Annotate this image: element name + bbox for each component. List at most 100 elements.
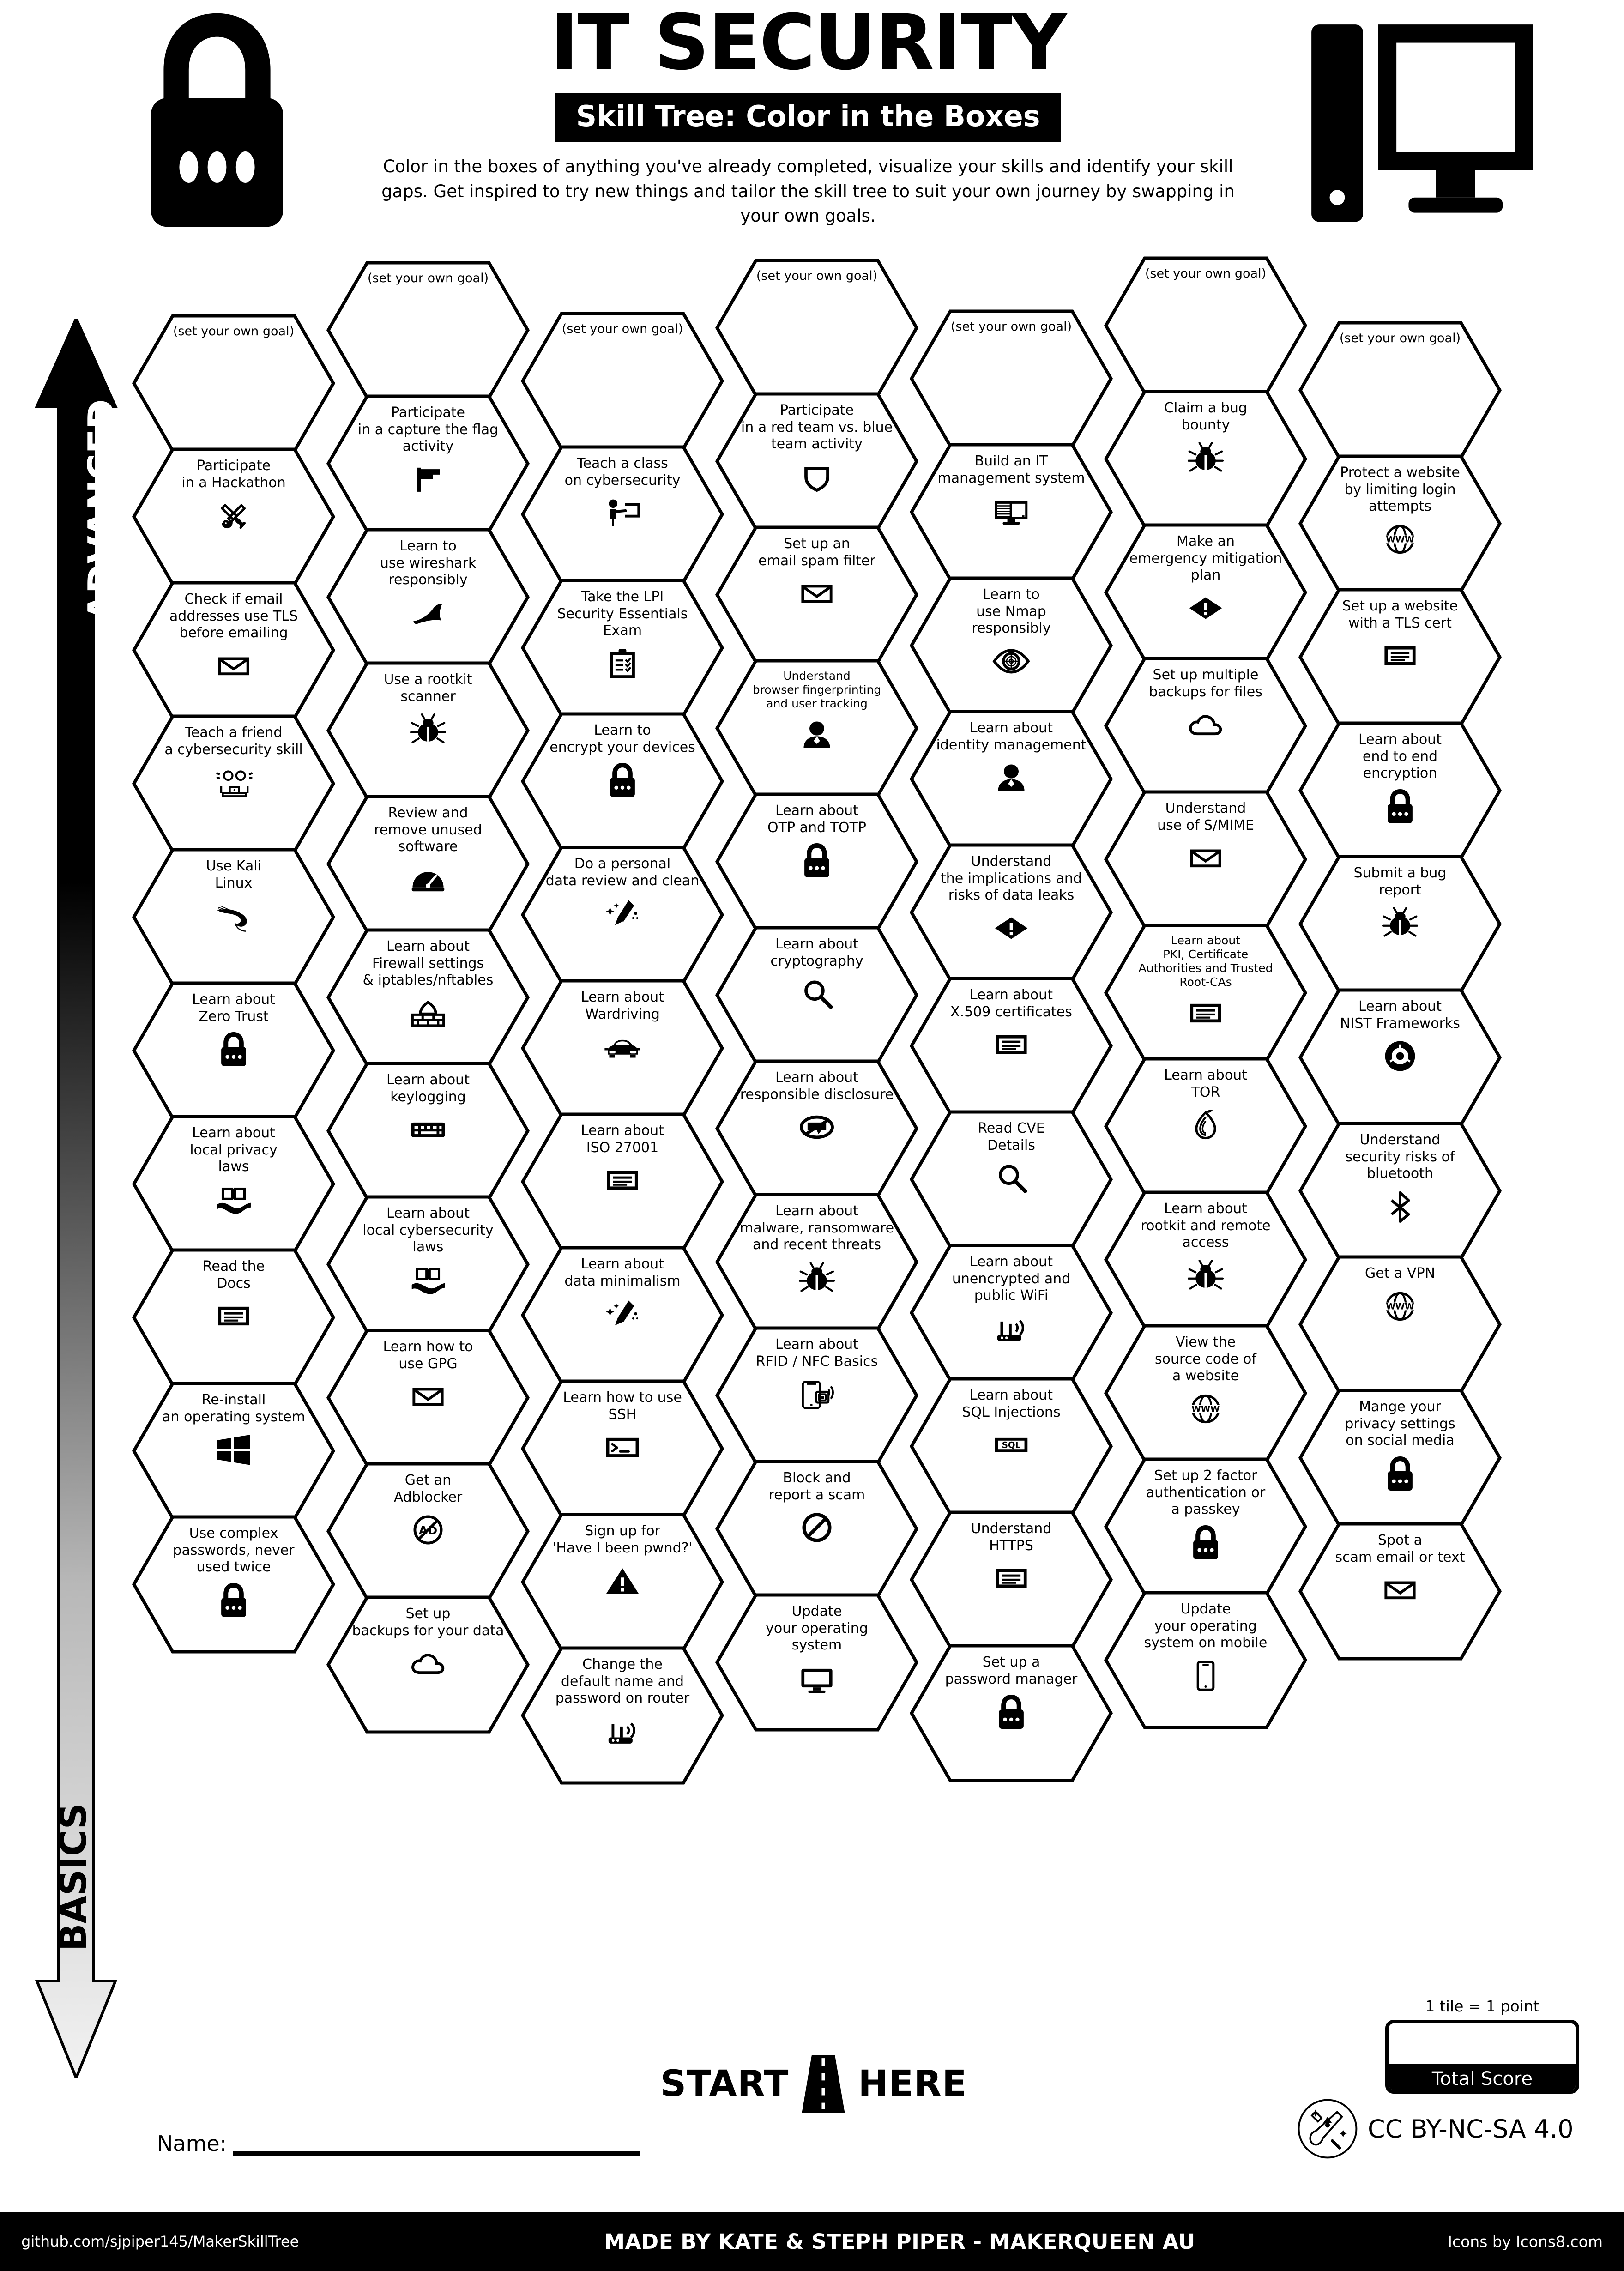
start-here-marker: START HERE xyxy=(660,2055,967,2113)
skill-hex-c6-r0[interactable]: (set your own goal) xyxy=(1298,321,1502,459)
skill-hex-c2-r7[interactable]: Learn about data minimalism xyxy=(521,1246,724,1384)
skill-hex-c6-r3[interactable]: Learn about end to end encryption xyxy=(1298,721,1502,860)
skill-hex-content: Participate in a capture the flag activi… xyxy=(326,394,530,533)
skill-hex-c2-r10[interactable]: Change the default name and password on … xyxy=(521,1646,724,1785)
envelope-icon xyxy=(797,574,836,613)
skill-hex-c3-r10[interactable]: Update your operating system xyxy=(715,1593,918,1732)
skill-hex-c1-r5[interactable]: Learn about Firewall settings & iptables… xyxy=(326,928,530,1067)
skill-hex-c1-r2[interactable]: Learn to use wireshark responsibly xyxy=(326,528,530,666)
skill-hex-c3-r5[interactable]: Learn about cryptography xyxy=(715,926,918,1064)
skill-hex-c2-r4[interactable]: Do a personal data review and clean xyxy=(521,846,724,984)
skill-hex-c4-r5[interactable]: Learn about X.509 certificates xyxy=(910,977,1113,1115)
skill-hex-c3-r8[interactable]: Learn about RFID / NFC Basics xyxy=(715,1326,918,1465)
skill-hex-c1-r8[interactable]: Learn how to use GPG xyxy=(326,1329,530,1467)
skill-hex-c4-r2[interactable]: Learn to use Nmap responsibly xyxy=(910,576,1113,715)
skill-hex-content: (set your own goal) xyxy=(521,312,724,450)
skill-hex-c2-r5[interactable]: Learn about Wardriving xyxy=(521,979,724,1117)
skill-hex-c0-r3[interactable]: Teach a friend a cybersecurity skill xyxy=(132,714,335,853)
skill-hex-label: Learn about cryptography xyxy=(770,936,863,969)
skill-hex-content: Set up backups for your data xyxy=(326,1595,530,1734)
skill-hex-c6-r8[interactable]: Mange your privacy settings on social me… xyxy=(1298,1389,1502,1527)
skill-hex-c0-r1[interactable]: Participate in a Hackathon xyxy=(132,447,335,586)
skill-hex-content: Sign up for 'Have I been pwnd?' xyxy=(521,1513,724,1651)
skill-hex-c1-r6[interactable]: Learn about keylogging xyxy=(326,1062,530,1200)
skill-hex-c0-r6[interactable]: Learn about local privacy laws xyxy=(132,1115,335,1253)
skill-hex-c0-r5[interactable]: Learn about Zero Trust xyxy=(132,981,335,1120)
skill-hex-label: Review and remove unused software xyxy=(374,805,482,855)
skill-hex-c1-r3[interactable]: Use a rootkit scanner xyxy=(326,661,530,800)
gauge-icon xyxy=(409,860,447,899)
name-input[interactable] xyxy=(233,2151,640,2156)
skill-hex-c2-r2[interactable]: Take the LPI Security Essentials Exam xyxy=(521,579,724,717)
skill-hex-c3-r0[interactable]: (set your own goal) xyxy=(715,259,918,397)
skill-hex-c5-r6[interactable]: Learn about TOR xyxy=(1104,1057,1307,1196)
footer-repo-link[interactable]: github.com/sjpiper145/MakerSkillTree xyxy=(21,2233,299,2250)
skill-hex-c5-r2[interactable]: Make an emergency mitigation plan xyxy=(1104,523,1307,662)
skill-hex-c6-r2[interactable]: Set up a website with a TLS cert xyxy=(1298,588,1502,726)
skill-hex-label: Protect a website by limiting login atte… xyxy=(1340,465,1460,515)
footer-icons-credit[interactable]: Icons by Icons8.com xyxy=(1448,2232,1603,2251)
skill-hex-c0-r0[interactable]: (set your own goal) xyxy=(132,314,335,453)
skill-hex-c6-r5[interactable]: Learn about NIST Frameworks xyxy=(1298,988,1502,1127)
skill-hex-c0-r8[interactable]: Re-install an operating system xyxy=(132,1382,335,1520)
skill-hex-c5-r4[interactable]: Understand use of S/MIME xyxy=(1104,790,1307,929)
skill-hex-content: (set your own goal) xyxy=(715,259,918,397)
skill-hex-c4-r7[interactable]: Learn about unencrypted and public WiFi xyxy=(910,1244,1113,1382)
skill-hex-c4-r0[interactable]: (set your own goal) xyxy=(910,309,1113,448)
skill-hex-c2-r0[interactable]: (set your own goal) xyxy=(521,312,724,450)
skill-hex-c2-r9[interactable]: Sign up for 'Have I been pwnd?' xyxy=(521,1513,724,1651)
skill-hex-c4-r4[interactable]: Understand the implications and risks of… xyxy=(910,843,1113,982)
skill-hex-c6-r9[interactable]: Spot a scam email or text xyxy=(1298,1522,1502,1661)
total-score-box[interactable]: Total Score xyxy=(1385,2020,1579,2094)
skill-hex-c4-r8[interactable]: Learn about SQL Injections SQL xyxy=(910,1377,1113,1516)
skill-hex-c5-r5[interactable]: Learn about PKI, Certificate Authorities… xyxy=(1104,924,1307,1062)
skill-hex-c3-r4[interactable]: Learn about OTP and TOTP xyxy=(715,792,918,931)
skill-hex-c5-r3[interactable]: Set up multiple backups for files xyxy=(1104,657,1307,795)
skill-hex-c3-r7[interactable]: Learn about malware, ransomware and rece… xyxy=(715,1193,918,1331)
skill-hex-c4-r3[interactable]: Learn about identity management xyxy=(910,710,1113,848)
skill-hex-c6-r4[interactable]: Submit a bug report xyxy=(1298,855,1502,993)
skill-hex-c3-r6[interactable]: Learn about responsible disclosure xyxy=(715,1059,918,1198)
total-score-input[interactable] xyxy=(1389,2023,1576,2064)
skill-hex-c1-r7[interactable]: Learn about local cybersecurity laws xyxy=(326,1195,530,1334)
skill-hex-content: Use complex passwords, never used twice xyxy=(132,1515,335,1654)
skill-hex-c3-r9[interactable]: Block and report a scam xyxy=(715,1460,918,1598)
skill-hex-c4-r10[interactable]: Set up a password manager xyxy=(910,1644,1113,1782)
skill-hex-c6-r7[interactable]: Get a VPN WWW xyxy=(1298,1255,1502,1394)
skill-hex-c1-r0[interactable]: (set your own goal) xyxy=(326,261,530,399)
envelope-icon xyxy=(214,646,253,685)
skill-hex-c4-r6[interactable]: Read CVE Details xyxy=(910,1110,1113,1249)
skill-hex-c5-r0[interactable]: (set your own goal) xyxy=(1104,256,1307,395)
skill-hex-c1-r9[interactable]: Get an Adblocker AD xyxy=(326,1462,530,1601)
skill-hex-c5-r7[interactable]: Learn about rootkit and remote access xyxy=(1104,1190,1307,1329)
skill-hex-c2-r1[interactable]: Teach a class on cybersecurity xyxy=(521,445,724,584)
skill-hex-c3-r3[interactable]: Understand browser fingerprinting and us… xyxy=(715,659,918,797)
skill-hex-c0-r9[interactable]: Use complex passwords, never used twice xyxy=(132,1515,335,1654)
skill-hex-content: Learn to encrypt your devices xyxy=(521,712,724,851)
skill-hex-c2-r8[interactable]: Learn how to use SSH xyxy=(521,1379,724,1518)
skill-hex-label: Teach a friend a cybersecurity skill xyxy=(164,725,303,758)
skill-hex-c0-r4[interactable]: Use Kali Linux xyxy=(132,848,335,986)
cloud-icon xyxy=(1186,705,1225,744)
skill-hex-c0-r7[interactable]: Read the Docs xyxy=(132,1248,335,1387)
presenter-icon xyxy=(603,494,642,532)
skill-hex-c3-r2[interactable]: Set up an email spam filter xyxy=(715,525,918,664)
skill-hex-c5-r10[interactable]: Update your operating system on mobile xyxy=(1104,1591,1307,1729)
skill-hex-c4-r9[interactable]: Understand HTTPS xyxy=(910,1510,1113,1649)
skill-hex-c6-r6[interactable]: Understand security risks of bluetooth xyxy=(1298,1122,1502,1260)
skill-hex-c1-r4[interactable]: Review and remove unused software xyxy=(326,795,530,933)
skill-hex-c4-r1[interactable]: Build an IT management system xyxy=(910,443,1113,581)
skill-hex-c0-r2[interactable]: Check if email addresses use TLS before … xyxy=(132,581,335,719)
name-field-row[interactable]: Name: xyxy=(157,2131,640,2156)
bug-icon xyxy=(797,1258,836,1297)
skill-hex-c3-r1[interactable]: Participate in a red team vs. blue team … xyxy=(715,392,918,531)
skill-hex-c1-r10[interactable]: Set up backups for your data xyxy=(326,1595,530,1734)
skill-hex-c2-r3[interactable]: Learn to encrypt your devices xyxy=(521,712,724,851)
skill-hex-c5-r8[interactable]: View the source code of a website WWW xyxy=(1104,1324,1307,1462)
skill-hex-c5-r9[interactable]: Set up 2 factor authentication or a pass… xyxy=(1104,1457,1307,1596)
skill-hex-label: Learn about rootkit and remote access xyxy=(1141,1201,1271,1251)
skill-hex-c5-r1[interactable]: Claim a bug bounty xyxy=(1104,390,1307,528)
skill-hex-c2-r6[interactable]: Learn about ISO 27001 xyxy=(521,1112,724,1251)
skill-hex-c6-r1[interactable]: Protect a website by limiting login atte… xyxy=(1298,454,1502,593)
skill-hex-c1-r1[interactable]: Participate in a capture the flag activi… xyxy=(326,394,530,533)
